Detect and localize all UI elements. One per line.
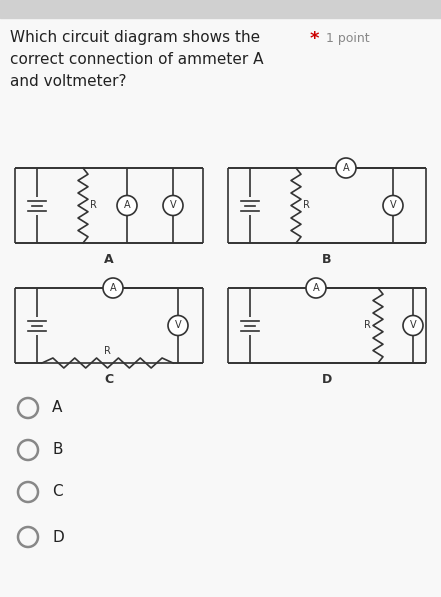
Text: correct connection of ammeter A: correct connection of ammeter A: [10, 52, 264, 67]
Text: *: *: [310, 30, 319, 48]
Text: C: C: [105, 373, 114, 386]
Text: D: D: [322, 373, 332, 386]
Text: Which circuit diagram shows the: Which circuit diagram shows the: [10, 30, 260, 45]
Text: and voltmeter?: and voltmeter?: [10, 74, 127, 89]
Text: R: R: [104, 346, 111, 356]
Text: A: A: [110, 283, 116, 293]
Text: A: A: [313, 283, 319, 293]
Text: A: A: [52, 401, 62, 416]
Circle shape: [117, 195, 137, 216]
Text: R: R: [303, 201, 310, 211]
Circle shape: [103, 278, 123, 298]
Circle shape: [336, 158, 356, 178]
Text: V: V: [170, 201, 176, 211]
Text: 1 point: 1 point: [326, 32, 370, 45]
Bar: [0, 0, 441, 18]
Text: B: B: [52, 442, 63, 457]
Text: V: V: [390, 201, 396, 211]
Circle shape: [383, 195, 403, 216]
Circle shape: [163, 195, 183, 216]
Circle shape: [306, 278, 326, 298]
Text: A: A: [104, 253, 114, 266]
Text: V: V: [175, 321, 181, 331]
Text: D: D: [52, 530, 64, 544]
Text: B: B: [322, 253, 332, 266]
Text: R: R: [90, 201, 97, 211]
Text: A: A: [123, 201, 130, 211]
Text: C: C: [52, 485, 63, 500]
Circle shape: [403, 315, 423, 336]
Circle shape: [168, 315, 188, 336]
Text: A: A: [343, 163, 349, 173]
Text: V: V: [410, 321, 416, 331]
Text: R: R: [364, 321, 371, 331]
